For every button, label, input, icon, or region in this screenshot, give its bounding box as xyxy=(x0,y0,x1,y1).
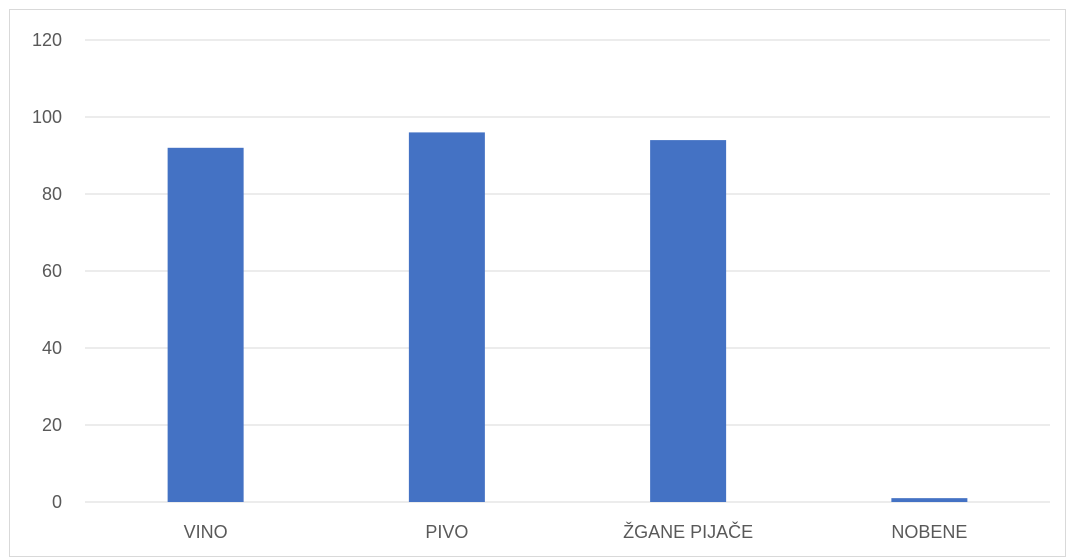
y-axis-tick-labels: 0 20 40 60 80 100 120 xyxy=(32,30,62,512)
x-tick-label: VINO xyxy=(184,522,228,542)
y-tick-label: 80 xyxy=(42,184,62,204)
y-tick-label: 20 xyxy=(42,415,62,435)
y-tick-label: 40 xyxy=(42,338,62,358)
y-tick-label: 0 xyxy=(52,492,62,512)
bar-nobene xyxy=(891,498,968,502)
bar-vino xyxy=(167,147,244,503)
x-tick-label: NOBENE xyxy=(891,522,967,542)
bars xyxy=(167,132,968,503)
bar-žgane-pijače xyxy=(650,140,727,502)
x-axis-tick-labels: VINO PIVO ŽGANE PIJAČE NOBENE xyxy=(184,521,968,542)
gridlines xyxy=(85,39,1050,503)
y-tick-label: 100 xyxy=(32,107,62,127)
bar-pivo xyxy=(408,132,485,502)
y-tick-label: 120 xyxy=(32,30,62,50)
x-tick-label: ŽGANE PIJAČE xyxy=(623,521,753,542)
y-tick-label: 60 xyxy=(42,261,62,281)
x-tick-label: PIVO xyxy=(425,522,468,542)
